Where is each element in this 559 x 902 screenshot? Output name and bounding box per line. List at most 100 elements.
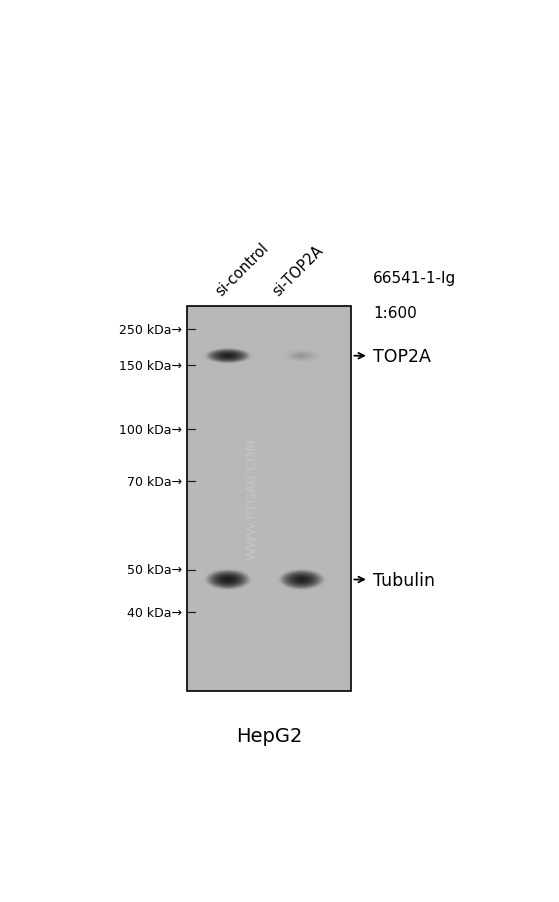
Ellipse shape	[285, 573, 319, 587]
Ellipse shape	[215, 352, 241, 361]
Text: si-control: si-control	[212, 241, 271, 299]
Ellipse shape	[285, 351, 319, 362]
Ellipse shape	[300, 579, 304, 581]
Ellipse shape	[209, 572, 247, 588]
Ellipse shape	[205, 349, 251, 364]
Ellipse shape	[282, 571, 321, 589]
Ellipse shape	[296, 577, 307, 582]
Ellipse shape	[288, 352, 315, 361]
Ellipse shape	[283, 572, 320, 588]
Ellipse shape	[210, 350, 246, 363]
Ellipse shape	[222, 354, 234, 358]
Ellipse shape	[289, 352, 314, 361]
Ellipse shape	[204, 348, 252, 364]
Ellipse shape	[301, 579, 302, 580]
Ellipse shape	[287, 352, 317, 361]
Ellipse shape	[290, 353, 314, 360]
Ellipse shape	[281, 571, 323, 589]
Text: HepG2: HepG2	[236, 726, 302, 745]
Ellipse shape	[217, 575, 239, 584]
Ellipse shape	[289, 575, 314, 585]
Ellipse shape	[219, 354, 238, 359]
Ellipse shape	[222, 577, 234, 583]
Ellipse shape	[206, 349, 250, 364]
Ellipse shape	[286, 351, 318, 362]
Ellipse shape	[211, 573, 245, 587]
Ellipse shape	[216, 575, 239, 585]
Ellipse shape	[204, 569, 252, 591]
Ellipse shape	[220, 576, 236, 584]
Ellipse shape	[203, 569, 253, 591]
Ellipse shape	[291, 353, 312, 360]
Ellipse shape	[297, 355, 306, 357]
Ellipse shape	[286, 573, 318, 587]
Ellipse shape	[207, 571, 249, 589]
Ellipse shape	[290, 575, 313, 585]
Ellipse shape	[211, 351, 245, 362]
Ellipse shape	[227, 579, 229, 580]
Ellipse shape	[299, 355, 304, 357]
Ellipse shape	[216, 353, 239, 360]
Ellipse shape	[220, 354, 236, 359]
Ellipse shape	[295, 354, 309, 359]
Ellipse shape	[296, 354, 307, 358]
Ellipse shape	[226, 579, 230, 581]
Ellipse shape	[291, 353, 313, 360]
Ellipse shape	[278, 570, 325, 590]
Ellipse shape	[210, 572, 246, 588]
Ellipse shape	[219, 575, 238, 584]
Text: 40 kDa→: 40 kDa→	[127, 606, 182, 619]
Ellipse shape	[295, 577, 308, 583]
Ellipse shape	[221, 576, 235, 583]
Ellipse shape	[223, 354, 233, 358]
Ellipse shape	[215, 575, 240, 585]
Ellipse shape	[299, 355, 305, 357]
Ellipse shape	[214, 352, 243, 361]
Ellipse shape	[299, 578, 305, 581]
Ellipse shape	[280, 570, 324, 590]
Text: 250 kDa→: 250 kDa→	[119, 324, 182, 336]
Ellipse shape	[293, 354, 310, 359]
Ellipse shape	[293, 576, 310, 584]
Ellipse shape	[292, 354, 311, 359]
Ellipse shape	[217, 353, 239, 360]
Ellipse shape	[295, 576, 309, 583]
Ellipse shape	[208, 350, 248, 363]
Text: 70 kDa→: 70 kDa→	[126, 475, 182, 488]
Ellipse shape	[293, 354, 310, 359]
Text: TOP2A: TOP2A	[373, 347, 431, 365]
Ellipse shape	[287, 352, 316, 361]
Ellipse shape	[300, 355, 303, 357]
Ellipse shape	[277, 569, 327, 591]
Text: Tubulin: Tubulin	[373, 571, 435, 589]
Text: 66541-1-Ig: 66541-1-Ig	[373, 271, 456, 286]
Ellipse shape	[284, 572, 319, 588]
Text: WWW.PTGAB.COM: WWW.PTGAB.COM	[245, 438, 258, 560]
Text: si-TOP2A: si-TOP2A	[270, 243, 326, 299]
Ellipse shape	[225, 355, 231, 357]
Ellipse shape	[203, 348, 253, 364]
Ellipse shape	[224, 578, 232, 582]
Ellipse shape	[215, 574, 241, 586]
Ellipse shape	[215, 352, 240, 361]
Ellipse shape	[221, 354, 235, 359]
Text: 150 kDa→: 150 kDa→	[119, 359, 182, 373]
Ellipse shape	[297, 354, 306, 358]
Ellipse shape	[206, 570, 250, 590]
Bar	[187, 306, 352, 692]
Ellipse shape	[212, 351, 244, 362]
Ellipse shape	[205, 570, 251, 590]
Ellipse shape	[214, 574, 243, 586]
Text: 50 kDa→: 50 kDa→	[126, 564, 182, 576]
Ellipse shape	[224, 354, 232, 358]
Ellipse shape	[223, 577, 233, 582]
Ellipse shape	[291, 575, 312, 584]
Ellipse shape	[287, 574, 316, 586]
Ellipse shape	[226, 355, 230, 357]
Ellipse shape	[278, 569, 326, 591]
Ellipse shape	[225, 578, 231, 581]
Ellipse shape	[292, 575, 311, 584]
Ellipse shape	[209, 350, 247, 363]
Text: 100 kDa→: 100 kDa→	[119, 423, 182, 436]
Ellipse shape	[295, 354, 308, 358]
